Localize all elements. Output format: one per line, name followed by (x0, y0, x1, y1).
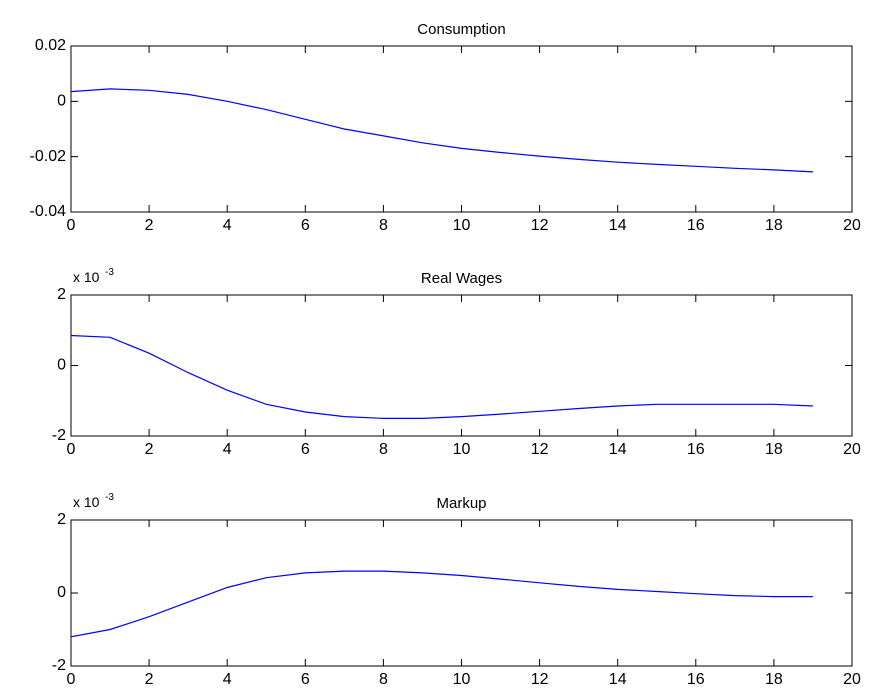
x-tick-label: 4 (223, 671, 232, 688)
x-tick-label: 6 (301, 217, 310, 234)
y-tick-label: -2 (52, 657, 66, 674)
y-tick-label: 2 (57, 286, 66, 303)
x-tick-label: 8 (379, 217, 388, 234)
series-line (70, 334, 813, 419)
x-tick-label: 10 (453, 671, 471, 688)
y-tick-label: -2 (52, 427, 66, 444)
axes-box (70, 519, 853, 667)
x-tick-label: 10 (453, 217, 471, 234)
y-multiplier: x 10 (73, 269, 100, 285)
x-tick-label: 20 (843, 671, 861, 688)
y-multiplier: x 10 (73, 494, 100, 510)
x-tick-label: 14 (609, 671, 627, 688)
axes-box (70, 45, 853, 213)
chart-title: Consumption (417, 21, 505, 38)
x-tick-label: 8 (379, 671, 388, 688)
x-tick-label: 18 (765, 671, 783, 688)
chart-panel-0: Consumption 0 2 4 6 8 10 12 14 16 18 20 -0.04 -0.02 0 0… (30, 21, 861, 234)
y-tick-label: 0.02 (35, 37, 66, 54)
x-tick-label: 0 (67, 441, 76, 458)
x-tick-label: 14 (609, 217, 627, 234)
series-line (70, 88, 813, 173)
x-tick-label: 2 (145, 441, 154, 458)
x-tick-label: 0 (67, 217, 76, 234)
x-tick-label: 0 (67, 671, 76, 688)
y-tick-label: 0 (57, 584, 66, 601)
series-line (70, 570, 813, 638)
y-tick-label: 0 (57, 357, 66, 374)
y-multiplier-exponent: -3 (105, 267, 114, 278)
x-tick-label: 2 (145, 217, 154, 234)
chart-title: Real Wages (421, 270, 502, 287)
x-tick-label: 16 (687, 217, 705, 234)
x-tick-label: 18 (765, 217, 783, 234)
y-multiplier-exponent: -3 (105, 492, 114, 503)
x-tick-label: 8 (379, 441, 388, 458)
x-tick-label: 18 (765, 441, 783, 458)
y-tick-label: 0 (57, 93, 66, 110)
x-tick-label: 20 (843, 441, 861, 458)
x-tick-label: 4 (223, 217, 232, 234)
x-tick-label: 2 (145, 671, 154, 688)
x-tick-label: 4 (223, 441, 232, 458)
x-tick-label: 16 (687, 671, 705, 688)
y-tick-label: -0.04 (30, 203, 67, 220)
x-tick-label: 6 (301, 671, 310, 688)
x-tick-label: 14 (609, 441, 627, 458)
y-tick-label: -0.02 (30, 148, 67, 165)
x-tick-label: 6 (301, 441, 310, 458)
x-tick-label: 12 (531, 217, 549, 234)
x-tick-label: 12 (531, 671, 549, 688)
x-tick-label: 20 (843, 217, 861, 234)
x-tick-label: 16 (687, 441, 705, 458)
x-tick-label: 10 (453, 441, 471, 458)
x-tick-label: 12 (531, 441, 549, 458)
axes-box (70, 294, 853, 437)
chart-title: Markup (436, 495, 486, 512)
y-tick-label: 2 (57, 511, 66, 528)
